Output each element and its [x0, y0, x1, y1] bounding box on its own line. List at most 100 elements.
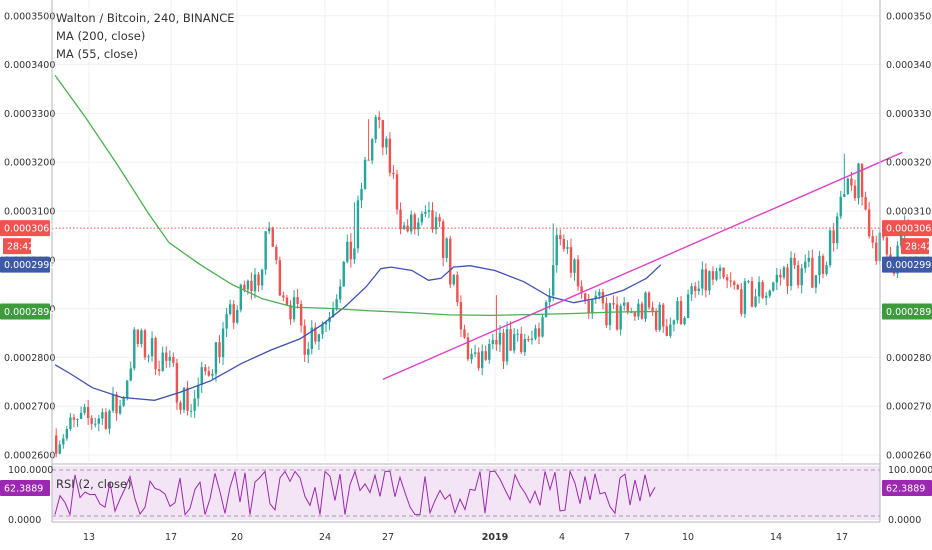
- candle-body: [715, 271, 718, 280]
- candle-body: [445, 238, 448, 258]
- price-pane[interactable]: [52, 74, 910, 458]
- countdown-tag-left: 28:42: [7, 242, 34, 253]
- candle-body: [197, 384, 200, 399]
- candle-body: [495, 340, 498, 345]
- candle-body: [857, 163, 860, 199]
- candle-body: [800, 268, 803, 286]
- candle-body: [179, 402, 182, 410]
- candle-body: [282, 295, 285, 298]
- candle-body: [189, 410, 193, 412]
- candle-body: [58, 444, 61, 454]
- candle-body: [246, 280, 250, 290]
- candle-body: [821, 255, 825, 274]
- candle-body: [779, 274, 782, 278]
- candle-body: [324, 322, 328, 325]
- candle-body: [708, 271, 711, 291]
- candle-body: [307, 348, 310, 355]
- candle-body: [786, 267, 789, 286]
- candle-body: [278, 260, 282, 296]
- candle-body: [111, 394, 115, 411]
- candle-body: [346, 241, 349, 262]
- candle-body: [825, 265, 828, 274]
- candle-body: [289, 304, 292, 320]
- candle-body: [466, 337, 470, 360]
- candle-body: [569, 247, 573, 273]
- right-price-tick: 0.0003200: [886, 158, 932, 169]
- last-price-tag-left: 0.0003065: [4, 224, 55, 235]
- candle-body: [637, 303, 640, 317]
- candle-body: [431, 210, 434, 230]
- candle-body: [729, 280, 732, 282]
- rsi-value-tag-left: 62.3889: [4, 484, 43, 495]
- candle-body: [832, 230, 835, 244]
- right-price-tick: 0.0003300: [886, 109, 932, 120]
- candle-body: [172, 356, 175, 363]
- candle-body: [665, 326, 668, 336]
- candle-body: [374, 117, 377, 140]
- time-tick: 10: [682, 532, 694, 543]
- candle-body: [591, 299, 594, 313]
- candle-body: [718, 267, 722, 272]
- candle-body: [463, 329, 466, 338]
- candle-body: [228, 304, 232, 315]
- candle-body: [836, 216, 839, 244]
- candle-body: [853, 185, 857, 199]
- candle-body: [733, 281, 736, 285]
- rsi-value-tag-left-bg: [0, 480, 50, 496]
- candle-body: [452, 274, 455, 285]
- candle-body: [548, 295, 551, 303]
- candle-body: [775, 274, 779, 283]
- candle-body: [424, 211, 427, 214]
- rsi-pane[interactable]: [52, 466, 880, 520]
- ma55-legend: MA (55, close): [56, 47, 138, 61]
- candle-body: [520, 333, 523, 353]
- candle-body: [243, 284, 246, 290]
- candle-body: [317, 334, 321, 342]
- candle-body: [811, 257, 814, 288]
- candle-body: [537, 328, 541, 337]
- candle-body: [367, 159, 370, 161]
- ma55-tag-left: 0.0002990: [4, 260, 55, 271]
- candle-body: [757, 282, 761, 297]
- candle-body: [271, 227, 274, 247]
- candle-body: [612, 303, 615, 305]
- rsi-band: [52, 466, 880, 520]
- candle-body: [839, 196, 842, 217]
- price-tags: 0.0003065 28:42 0.0002990 0.0002894 0.000306…: [0, 220, 932, 496]
- candle-body: [559, 235, 562, 240]
- candle-body: [115, 394, 118, 414]
- rsi-legend: RSI (2, close): [56, 477, 132, 491]
- candle-body: [644, 292, 647, 319]
- candle-body: [402, 225, 406, 230]
- left-price-tick: 0.0003500: [4, 11, 55, 22]
- candle-body: [264, 231, 267, 270]
- candle-body: [619, 305, 622, 330]
- candle-body: [864, 197, 867, 210]
- candle-body: [534, 328, 537, 339]
- candle-body: [69, 417, 72, 430]
- candle-body: [76, 418, 79, 420]
- time-tick: 13: [83, 532, 95, 543]
- candle-body: [94, 423, 97, 425]
- candle-body: [72, 417, 76, 420]
- candle-body: [818, 255, 821, 276]
- candle-body: [573, 259, 576, 273]
- candle-body: [690, 286, 693, 295]
- last-price-tag-left-bg: [0, 220, 50, 237]
- candle-body: [527, 339, 530, 341]
- candle-body: [740, 289, 743, 314]
- countdown-tag-right: 28:42: [905, 242, 932, 253]
- candle-body: [104, 412, 108, 429]
- right-price-tick: 0.0003100: [886, 207, 932, 218]
- candle-body: [133, 329, 136, 369]
- candle-body: [381, 120, 384, 148]
- candle-body: [420, 213, 424, 223]
- candle-body: [441, 221, 445, 258]
- candle-body: [658, 304, 661, 330]
- candle-body: [260, 269, 264, 286]
- candle-body: [679, 301, 683, 325]
- candle-body: [725, 277, 729, 281]
- candle-body: [481, 351, 484, 369]
- time-tick: 27: [382, 532, 394, 543]
